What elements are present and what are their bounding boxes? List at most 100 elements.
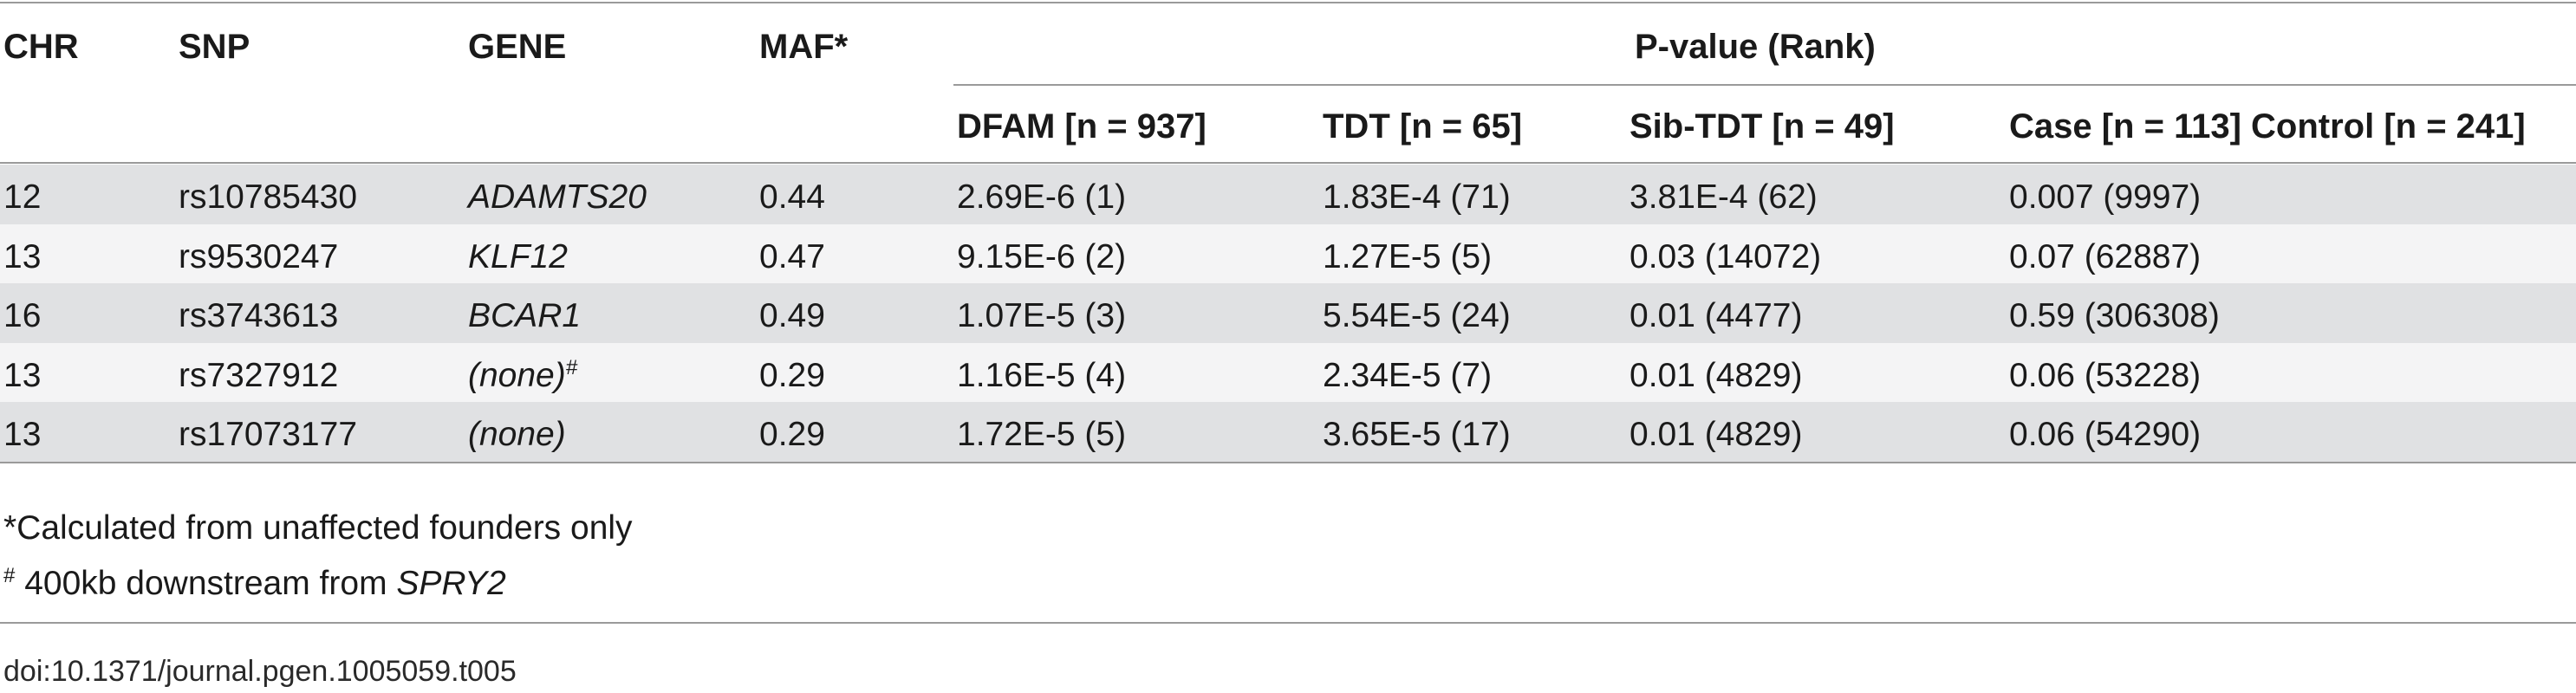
cell-gene-text: ADAMTS20 xyxy=(468,178,647,216)
cell-tdt-text: 3.65E-5 (17) xyxy=(1323,416,1511,454)
cell-case-control: 0.59 (306308) xyxy=(2009,299,2220,333)
cell-sib-tdt-text: 0.01 (4829) xyxy=(1630,356,1803,394)
header-rule xyxy=(0,162,2576,164)
top-rule xyxy=(0,2,2576,3)
cell-dfam-text: 1.16E-5 (4) xyxy=(957,356,1127,394)
footnote-maf: *Calculated from unaffected founders onl… xyxy=(3,509,633,547)
cell-sib-tdt-text: 0.01 (4829) xyxy=(1630,416,1803,454)
cell-chr-text: 13 xyxy=(3,237,42,275)
table-row xyxy=(0,223,2576,284)
cell-tdt: 3.65E-5 (17) xyxy=(1323,418,1511,451)
cell-case-control: 0.06 (53228) xyxy=(2009,359,2201,392)
cell-tdt-text: 1.83E-4 (71) xyxy=(1323,178,1511,216)
cell-maf: 0.29 xyxy=(759,418,825,451)
cell-chr-text: 12 xyxy=(3,178,42,216)
cell-tdt-text: 2.34E-5 (7) xyxy=(1323,356,1493,394)
cell-case-control-text: 0.06 (54290) xyxy=(2009,416,2202,454)
cell-snp: rs9530247 xyxy=(179,240,338,274)
header-tdt: TDT [n = 65] xyxy=(1323,107,1523,146)
cell-chr: 16 xyxy=(3,299,41,333)
cell-dfam-text: 1.07E-5 (3) xyxy=(957,297,1127,335)
cell-snp: rs10785430 xyxy=(179,180,357,214)
cell-chr-text: 13 xyxy=(3,416,42,454)
cell-sib-tdt-text: 0.03 (14072) xyxy=(1630,237,1822,275)
cell-sib-tdt: 0.01 (4477) xyxy=(1630,299,1802,333)
cell-gene-text: (none) xyxy=(468,356,566,394)
table-row xyxy=(0,342,2576,403)
doi-rule xyxy=(0,622,2576,624)
table-row xyxy=(0,283,2576,343)
cell-chr: 12 xyxy=(3,180,41,214)
header-pvalue-group: P-value (Rank) xyxy=(1635,28,1876,66)
table-bottom-rule xyxy=(0,462,2576,463)
cell-snp-text: rs9530247 xyxy=(179,237,339,275)
cell-sib-tdt: 0.01 (4829) xyxy=(1630,359,1802,392)
cell-sib-tdt: 0.01 (4829) xyxy=(1630,418,1802,451)
cell-dfam: 1.72E-5 (5) xyxy=(957,418,1126,451)
cell-gene: ADAMTS20 xyxy=(468,180,647,214)
header-gene: GENE xyxy=(468,28,567,66)
cell-case-control: 0.06 (54290) xyxy=(2009,418,2201,451)
cell-dfam: 1.16E-5 (4) xyxy=(957,359,1126,392)
cell-tdt: 5.54E-5 (24) xyxy=(1323,299,1511,333)
footnote-none-text: 400kb downstream from xyxy=(24,565,397,602)
cell-sib-tdt: 0.03 (14072) xyxy=(1630,240,1821,274)
header-case-control: Case [n = 113] Control [n = 241] xyxy=(2009,107,2526,146)
cell-snp-text: rs7327912 xyxy=(179,356,339,394)
cell-dfam: 1.07E-5 (3) xyxy=(957,299,1126,333)
cell-dfam-text: 2.69E-6 (1) xyxy=(957,178,1127,216)
cell-maf: 0.29 xyxy=(759,359,825,392)
cell-case-control-text: 0.007 (9997) xyxy=(2009,178,2202,216)
cell-chr-text: 13 xyxy=(3,356,42,394)
doi-text: doi:10.1371/journal.pgen.1005059.t005 xyxy=(3,655,517,688)
cell-snp-text: rs3743613 xyxy=(179,297,339,335)
header-sib-tdt: Sib-TDT [n = 49] xyxy=(1630,107,1895,146)
cell-sib-tdt-text: 0.01 (4477) xyxy=(1630,297,1803,335)
cell-sib-tdt: 3.81E-4 (62) xyxy=(1630,180,1818,214)
table-row xyxy=(0,165,2576,224)
header-snp: SNP xyxy=(179,28,250,66)
cell-chr-text: 16 xyxy=(3,297,42,335)
cell-maf: 0.44 xyxy=(759,180,825,214)
cell-dfam: 9.15E-6 (2) xyxy=(957,240,1126,274)
cell-tdt: 1.27E-5 (5) xyxy=(1323,240,1492,274)
cell-gene-text: (none) xyxy=(468,416,566,454)
cell-gene: (none) xyxy=(468,418,566,451)
cell-maf: 0.47 xyxy=(759,240,825,274)
footnote-none-gene: SPRY2 xyxy=(396,565,506,602)
cell-chr: 13 xyxy=(3,418,41,451)
cell-case-control-text: 0.59 (306308) xyxy=(2009,297,2220,335)
cell-tdt: 2.34E-5 (7) xyxy=(1323,359,1492,392)
cell-tdt: 1.83E-4 (71) xyxy=(1323,180,1511,214)
cell-gene: KLF12 xyxy=(468,240,568,274)
cell-maf-text: 0.29 xyxy=(759,416,825,454)
header-dfam: DFAM [n = 937] xyxy=(957,107,1207,146)
footnote-none-mark: # xyxy=(3,564,16,587)
cell-gene: BCAR1 xyxy=(468,299,581,333)
cell-maf: 0.49 xyxy=(759,299,825,333)
cell-maf-text: 0.47 xyxy=(759,237,825,275)
cell-snp: rs7327912 xyxy=(179,359,338,392)
cell-sib-tdt-text: 3.81E-4 (62) xyxy=(1630,178,1818,216)
cell-tdt-text: 1.27E-5 (5) xyxy=(1323,237,1493,275)
gene-footnote-mark: # xyxy=(565,355,578,379)
cell-dfam-text: 9.15E-6 (2) xyxy=(957,237,1127,275)
cell-chr: 13 xyxy=(3,359,41,392)
cell-snp: rs17073177 xyxy=(179,418,357,451)
cell-chr: 13 xyxy=(3,240,41,274)
cell-snp-text: rs17073177 xyxy=(179,416,358,454)
cell-dfam-text: 1.72E-5 (5) xyxy=(957,416,1127,454)
cell-gene-text: KLF12 xyxy=(468,237,568,275)
cell-gene-text: BCAR1 xyxy=(468,297,582,335)
cell-tdt-text: 5.54E-5 (24) xyxy=(1323,297,1511,335)
cell-snp-text: rs10785430 xyxy=(179,178,358,216)
cell-maf-text: 0.44 xyxy=(759,178,825,216)
header-maf: MAF* xyxy=(759,28,849,66)
cell-case-control: 0.07 (62887) xyxy=(2009,240,2201,274)
cell-dfam: 2.69E-6 (1) xyxy=(957,180,1126,214)
footnote-none: # 400kb downstream from SPRY2 xyxy=(3,564,506,602)
cell-maf-text: 0.49 xyxy=(759,297,825,335)
cell-case-control: 0.007 (9997) xyxy=(2009,180,2201,214)
cell-case-control-text: 0.06 (53228) xyxy=(2009,356,2202,394)
